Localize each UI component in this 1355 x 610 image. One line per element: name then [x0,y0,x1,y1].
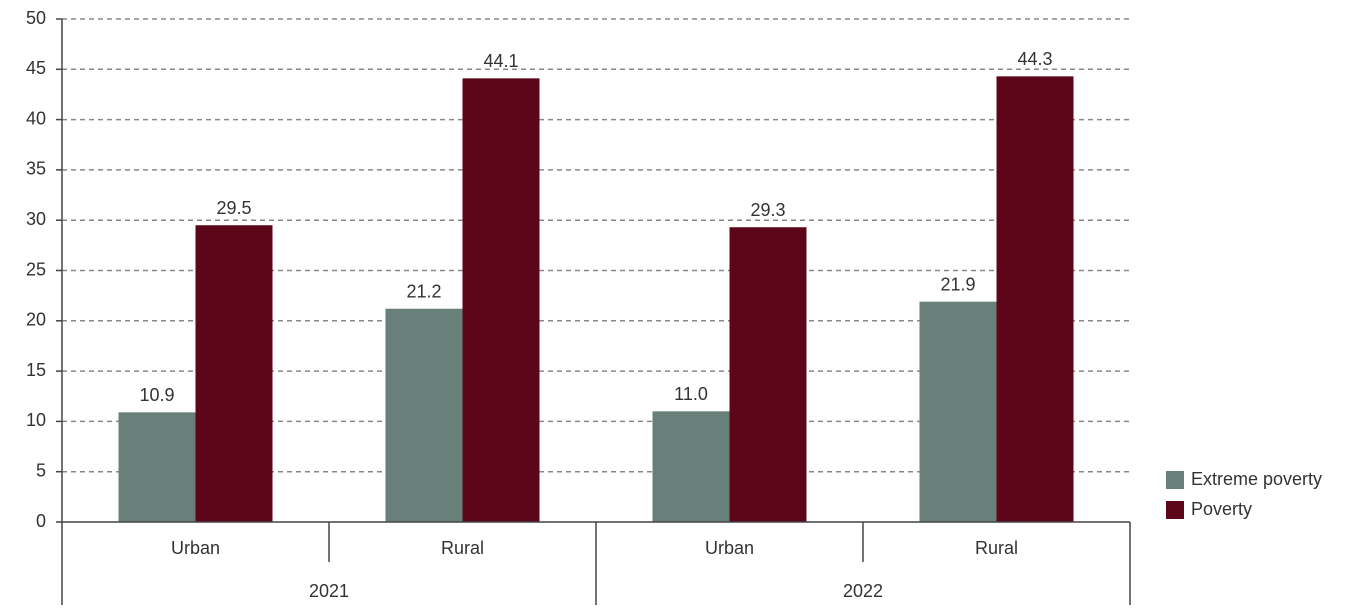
x-tick-label: Rural [975,538,1018,558]
data-label: 21.2 [406,281,441,301]
bar [996,76,1074,522]
bar [195,225,273,523]
x-tick-label: Urban [705,538,754,558]
y-tick-label: 25 [26,259,46,279]
data-label: 21.9 [940,274,975,294]
legend-label: Poverty [1191,499,1252,519]
x-tick-label: Rural [441,538,484,558]
bar [462,78,540,522]
y-tick-label: 45 [26,58,46,78]
legend-swatch [1166,501,1184,519]
legend-swatch [1166,471,1184,489]
bar [385,308,463,522]
legend-label: Extreme poverty [1191,469,1322,489]
data-label: 10.9 [139,385,174,405]
data-label: 44.3 [1017,49,1052,69]
group-label: 2022 [843,581,883,601]
y-tick-label: 50 [26,8,46,28]
data-label: 29.5 [216,198,251,218]
bar [118,412,196,522]
y-tick-label: 15 [26,360,46,380]
y-tick-label: 30 [26,209,46,229]
y-tick-label: 10 [26,410,46,430]
bar [729,227,807,522]
group-label: 2021 [309,581,349,601]
bar [652,411,730,522]
bar [919,301,997,522]
y-tick-label: 40 [26,108,46,128]
y-tick-label: 5 [36,460,46,480]
y-tick-label: 20 [26,310,46,330]
data-label: 11.0 [674,384,708,404]
y-tick-label: 0 [36,511,46,531]
x-tick-label: Urban [171,538,220,558]
data-label: 44.1 [483,51,518,71]
data-label: 29.3 [750,200,785,220]
y-tick-label: 35 [26,159,46,179]
